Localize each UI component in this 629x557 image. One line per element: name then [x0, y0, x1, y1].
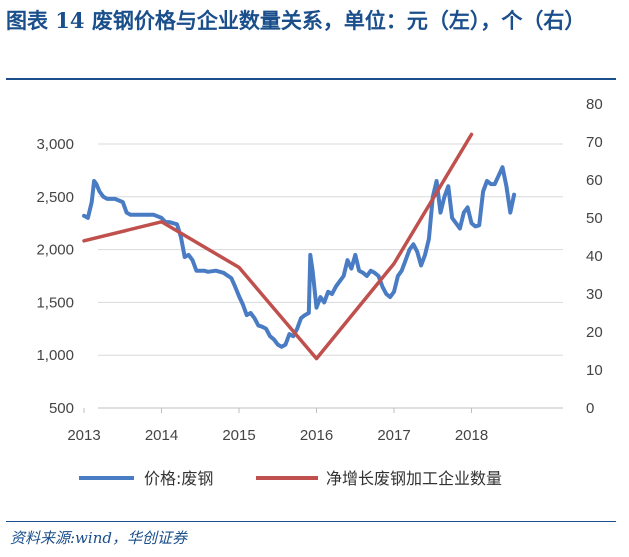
legend-item-count-label: 净增长废钢加工企业数量 — [326, 469, 502, 488]
legend-item-price-label: 价格:废钢 — [144, 469, 213, 488]
y-left-tick-label: 2,500 — [36, 189, 74, 206]
series-line-price — [82, 165, 517, 349]
y-right-ticks: 80 70 60 50 40 30 20 10 0 — [586, 96, 603, 417]
y-left-tick-label: 1,000 — [36, 347, 74, 364]
title-divider — [6, 78, 616, 80]
y-left-ticks: 3,000 2,500 2,000 1,500 1,000 500 — [36, 136, 74, 417]
x-ticks: 2013 2014 2015 2016 2017 2018 — [67, 408, 488, 444]
y-right-tick-label: 20 — [586, 324, 603, 341]
gridlines — [98, 143, 563, 409]
legend: 价格:废钢 净增长废钢加工企业数量 — [79, 469, 502, 488]
series-lines — [82, 132, 517, 361]
source-divider — [6, 521, 616, 522]
y-right-tick-label: 50 — [586, 210, 603, 227]
x-tick-label: 2016 — [300, 427, 333, 444]
y-right-tick-label: 80 — [586, 96, 603, 113]
y-left-tick-label: 3,000 — [36, 136, 74, 153]
source-note: 资料来源:wind，华创证券 — [10, 529, 187, 547]
y-left-tick-label: 1,500 — [36, 294, 74, 311]
y-left-tick-label: 2,000 — [36, 242, 74, 259]
x-tick-label: 2014 — [145, 427, 178, 444]
y-right-tick-label: 70 — [586, 134, 603, 151]
chart: 3,000 2,500 2,000 1,500 1,000 500 80 70 60 50 40 3… — [36, 96, 603, 488]
y-right-tick-label: 40 — [586, 248, 603, 265]
y-right-tick-label: 30 — [586, 286, 603, 303]
series-line-count — [82, 132, 474, 361]
y-right-tick-label: 0 — [586, 400, 594, 417]
x-tick-label: 2017 — [377, 427, 410, 444]
y-right-tick-label: 60 — [586, 172, 603, 189]
chart-title: 图表 14 废钢价格与企业数量关系，单位：元（左），个（右） — [6, 8, 586, 33]
x-tick-label: 2013 — [67, 427, 100, 444]
x-tick-label: 2018 — [455, 427, 488, 444]
y-left-tick-label: 500 — [49, 400, 74, 417]
y-right-tick-label: 10 — [586, 362, 603, 379]
x-tick-label: 2015 — [222, 427, 255, 444]
